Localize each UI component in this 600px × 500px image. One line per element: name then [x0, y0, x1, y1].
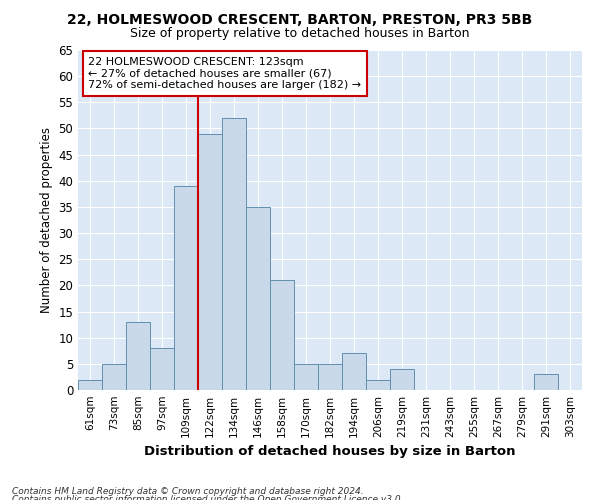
Y-axis label: Number of detached properties: Number of detached properties: [40, 127, 53, 313]
Bar: [222, 118, 246, 390]
Text: Contains public sector information licensed under the Open Government Licence v3: Contains public sector information licen…: [12, 495, 404, 500]
Bar: [534, 374, 558, 390]
Bar: [318, 364, 342, 390]
Bar: [294, 364, 318, 390]
Bar: [174, 186, 198, 390]
Text: 22 HOLMESWOOD CRESCENT: 123sqm
← 27% of detached houses are smaller (67)
72% of : 22 HOLMESWOOD CRESCENT: 123sqm ← 27% of …: [88, 57, 361, 90]
Text: 22, HOLMESWOOD CRESCENT, BARTON, PRESTON, PR3 5BB: 22, HOLMESWOOD CRESCENT, BARTON, PRESTON…: [67, 12, 533, 26]
Bar: [390, 369, 414, 390]
Text: Contains HM Land Registry data © Crown copyright and database right 2024.: Contains HM Land Registry data © Crown c…: [12, 488, 364, 496]
Bar: [270, 280, 294, 390]
Bar: [126, 322, 150, 390]
Bar: [246, 207, 270, 390]
Bar: [342, 354, 366, 390]
X-axis label: Distribution of detached houses by size in Barton: Distribution of detached houses by size …: [144, 446, 516, 458]
Bar: [102, 364, 126, 390]
Bar: [198, 134, 222, 390]
Text: Size of property relative to detached houses in Barton: Size of property relative to detached ho…: [130, 28, 470, 40]
Bar: [366, 380, 390, 390]
Bar: [150, 348, 174, 390]
Bar: [78, 380, 102, 390]
